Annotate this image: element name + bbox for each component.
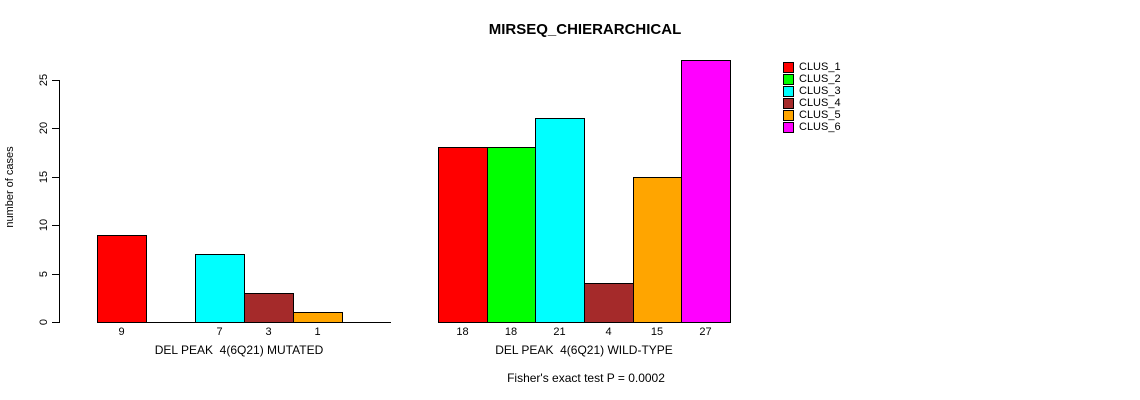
bar-value-label: 7 — [216, 326, 223, 338]
bar-value-label: 27 — [699, 326, 712, 338]
bar-value-label: 4 — [605, 326, 612, 338]
bar-value-label: 18 — [504, 326, 518, 338]
y-axis-tick-label: 0 — [38, 318, 50, 326]
bar-value-label: 15 — [650, 326, 664, 338]
legend-item: CLUS_5 — [783, 110, 841, 121]
y-axis-title: number of cases — [4, 146, 16, 228]
legend-swatch-clus-6 — [783, 122, 794, 133]
y-axis-line — [59, 80, 60, 323]
bar-clus-3 — [195, 254, 245, 323]
bar-clus-2 — [487, 147, 536, 323]
y-axis-tick-label: 15 — [38, 170, 50, 184]
y-axis-tick — [52, 177, 59, 178]
bar-clus-6 — [681, 60, 731, 323]
y-axis-tick-label: 10 — [38, 218, 50, 232]
y-axis-tick — [52, 225, 59, 226]
chart-title: MIRSEQ_CHIERARCHICAL — [488, 21, 682, 38]
bar-clus-5 — [293, 312, 343, 323]
legend-swatch-clus-5 — [783, 110, 794, 121]
bar-value-label: 18 — [456, 326, 469, 338]
y-axis-tick — [52, 322, 59, 323]
bar-value-label: 1 — [314, 326, 321, 338]
legend-label: CLUS_6 — [799, 121, 841, 133]
bar-clus-3 — [535, 118, 585, 323]
y-axis-tick-label: 20 — [38, 121, 50, 135]
legend-swatch-clus-1 — [783, 62, 794, 73]
bar-clus-4 — [244, 293, 294, 323]
legend-label: CLUS_5 — [799, 109, 841, 121]
legend-swatch-clus-2 — [783, 74, 794, 85]
legend-label: CLUS_3 — [799, 85, 841, 97]
group-label-wild-type: DEL PEAK 4(6Q21) WILD-TYPE — [495, 343, 673, 357]
y-axis-tick — [52, 128, 59, 129]
y-axis-tick-label: 25 — [38, 73, 50, 87]
bar-clus-4 — [584, 283, 634, 323]
bar-value-label: 9 — [118, 326, 125, 338]
legend-swatch-clus-3 — [783, 86, 794, 97]
bar-clus-5 — [633, 177, 682, 323]
legend-item: CLUS_6 — [783, 122, 841, 133]
bar-value-label: 3 — [265, 326, 272, 338]
legend: CLUS_1 CLUS_2 CLUS_3 CLUS_4 CLUS_5 CLUS_6 — [783, 62, 841, 134]
legend-swatch-clus-4 — [783, 98, 794, 109]
y-axis-tick-label: 5 — [38, 270, 50, 278]
legend-label: CLUS_1 — [799, 61, 841, 73]
legend-label: CLUS_2 — [799, 73, 841, 85]
legend-item: CLUS_4 — [783, 98, 841, 109]
fisher-test-annotation: Fisher's exact test P = 0.0002 — [507, 371, 665, 385]
bar-clus-1 — [97, 235, 147, 323]
bar-clus-1 — [438, 147, 488, 323]
bar-value-label: 21 — [553, 326, 566, 338]
y-axis-tick — [52, 274, 59, 275]
legend-item: CLUS_2 — [783, 74, 841, 85]
legend-item: CLUS_1 — [783, 62, 841, 73]
group-label-mutated: DEL PEAK 4(6Q21) MUTATED — [154, 343, 324, 357]
legend-item: CLUS_3 — [783, 86, 841, 97]
y-axis-tick — [52, 80, 59, 81]
legend-label: CLUS_4 — [799, 97, 841, 109]
